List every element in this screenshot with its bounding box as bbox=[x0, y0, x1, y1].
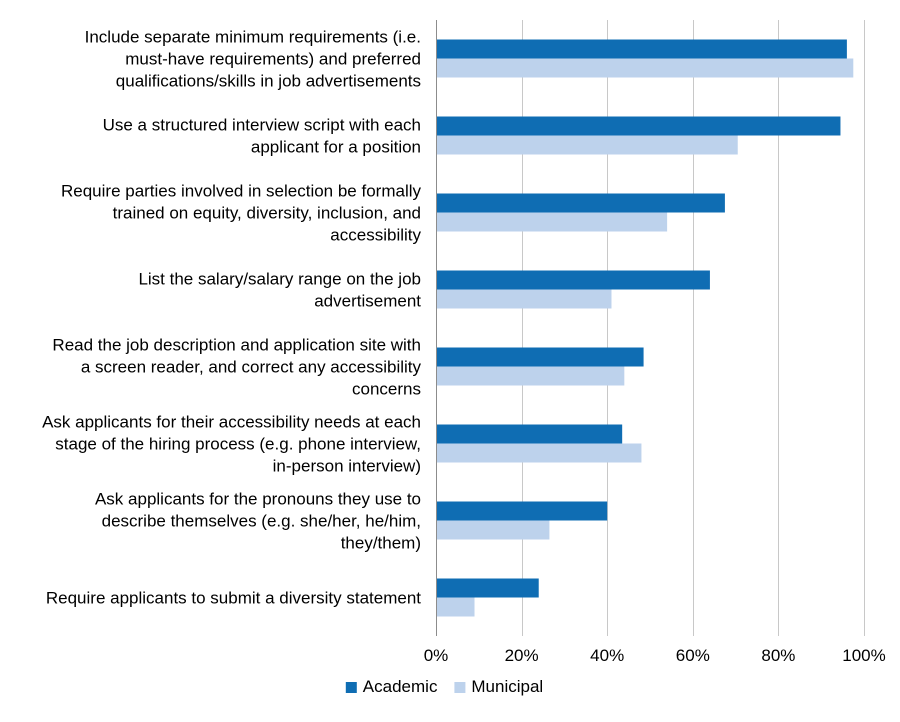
category-label-line: List the salary/salary range on the job bbox=[138, 270, 421, 289]
legend-swatch bbox=[345, 682, 357, 693]
x-tick-label: 80% bbox=[761, 646, 795, 665]
category-label-line: advertisement bbox=[314, 292, 421, 311]
category-label-line: Ask applicants for the pronouns they use… bbox=[95, 490, 421, 509]
category-label: Ask applicants for the pronouns they use… bbox=[95, 490, 421, 553]
category-label-line: describe themselves (e.g. she/her, he/hi… bbox=[102, 512, 421, 531]
category-label-line: they/them) bbox=[341, 534, 421, 553]
category-label: Read the job description and application… bbox=[52, 336, 421, 399]
x-tick-label: 60% bbox=[676, 646, 710, 665]
category-labels: Include separate minimum requirements (i… bbox=[42, 28, 421, 608]
category-label: Require applicants to submit a diversity… bbox=[46, 589, 421, 608]
bar-municipal-2 bbox=[436, 135, 738, 155]
x-tick-label: 0% bbox=[424, 646, 449, 665]
category-label-line: stage of the hiring process (e.g. phone … bbox=[55, 435, 421, 454]
category-label-line: qualifications/skills in job advertiseme… bbox=[116, 72, 421, 91]
category-label: Include separate minimum requirements (i… bbox=[85, 28, 421, 91]
bar-municipal-3 bbox=[436, 212, 668, 232]
bar-municipal-5 bbox=[436, 366, 625, 386]
category-label-line: trained on equity, diversity, inclusion,… bbox=[113, 204, 421, 223]
category-label-line: Require applicants to submit a diversity… bbox=[46, 589, 421, 608]
bar-municipal-7 bbox=[436, 520, 550, 540]
bar-academic-1 bbox=[436, 39, 847, 59]
category-label-line: Include separate minimum requirements (i… bbox=[85, 28, 421, 47]
x-tick-label: 100% bbox=[842, 646, 885, 665]
category-label: Require parties involved in selection be… bbox=[61, 182, 422, 245]
bar-academic-8 bbox=[436, 578, 539, 598]
bar-academic-7 bbox=[436, 501, 608, 521]
legend-item-municipal: Municipal bbox=[454, 677, 543, 696]
bar-academic-4 bbox=[436, 270, 710, 290]
bar-municipal-8 bbox=[436, 597, 475, 617]
bars bbox=[436, 39, 854, 617]
gridlines bbox=[522, 20, 865, 636]
legend-label: Municipal bbox=[471, 677, 543, 696]
category-label-line: concerns bbox=[352, 380, 421, 399]
legend-swatch bbox=[454, 682, 466, 693]
bar-municipal-4 bbox=[436, 289, 612, 309]
category-label-line: in-person interview) bbox=[273, 457, 421, 476]
bar-academic-5 bbox=[436, 347, 644, 367]
bar-municipal-1 bbox=[436, 58, 854, 78]
category-label-line: Require parties involved in selection be… bbox=[61, 182, 422, 201]
category-label-line: a screen reader, and correct any accessi… bbox=[81, 358, 422, 377]
category-label-line: Ask applicants for their accessibility n… bbox=[42, 413, 421, 432]
bar-municipal-6 bbox=[436, 443, 642, 463]
x-tick-labels: 0% 20% 40% 60% 80% 100% bbox=[424, 646, 886, 665]
bar-academic-6 bbox=[436, 424, 623, 444]
x-tick-label: 20% bbox=[505, 646, 539, 665]
category-label: Ask applicants for their accessibility n… bbox=[42, 413, 421, 476]
category-label-line: accessibility bbox=[330, 226, 421, 245]
bar-academic-3 bbox=[436, 193, 725, 213]
legend: Academic Municipal bbox=[345, 677, 543, 696]
category-label-line: Read the job description and application… bbox=[52, 336, 421, 355]
legend-item-academic: Academic bbox=[345, 677, 438, 696]
bar-academic-2 bbox=[436, 116, 841, 136]
legend-label: Academic bbox=[363, 677, 438, 696]
category-label-line: applicant for a position bbox=[251, 138, 421, 157]
x-tick-label: 40% bbox=[590, 646, 624, 665]
category-label-line: must-have requirements) and preferred bbox=[125, 50, 421, 69]
category-label: Use a structured interview script with e… bbox=[103, 116, 421, 157]
category-label-line: Use a structured interview script with e… bbox=[103, 116, 421, 135]
category-label: List the salary/salary range on the job a… bbox=[138, 270, 421, 311]
